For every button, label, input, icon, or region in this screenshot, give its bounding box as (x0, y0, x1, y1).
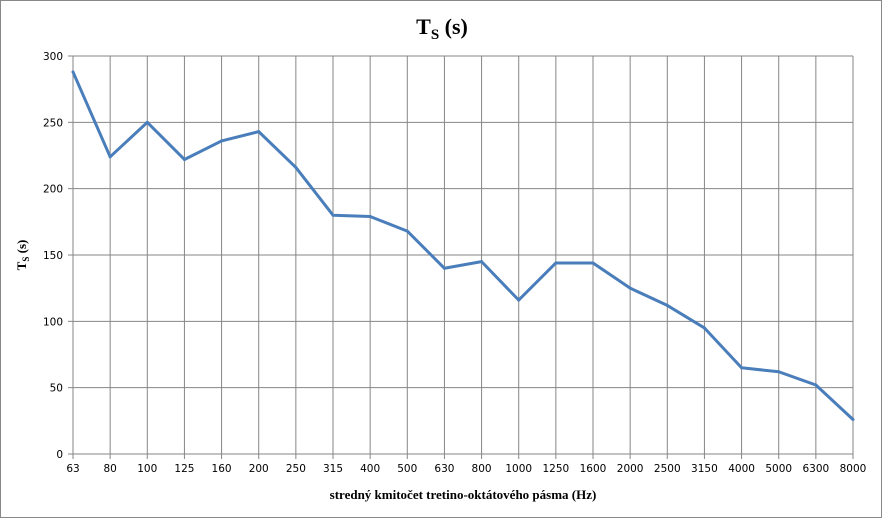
data-point (665, 303, 669, 307)
data-point (480, 260, 484, 264)
y-tick-label: 100 (43, 316, 63, 328)
x-tick-label: 80 (103, 463, 116, 475)
x-tick-label: 63 (66, 463, 79, 475)
data-point (591, 261, 595, 265)
x-tick-label: 100 (137, 463, 157, 475)
data-point (331, 213, 335, 217)
data-point (702, 326, 706, 330)
x-tick-label: 8000 (840, 463, 867, 475)
y-tick-label: 0 (56, 449, 63, 461)
x-tick-label: 250 (286, 463, 306, 475)
x-tick-label: 800 (472, 463, 492, 475)
series-line (71, 71, 855, 421)
data-point (71, 70, 75, 74)
x-tick-label: 160 (212, 463, 232, 475)
x-tick-label: 5000 (765, 463, 792, 475)
data-point (294, 165, 298, 169)
x-axis-label: stredný kmitočet tretino-oktátového pásm… (330, 487, 597, 502)
x-tick-label: 400 (360, 463, 380, 475)
data-point (108, 155, 112, 159)
data-point (257, 130, 261, 134)
x-tick-label: 1000 (505, 463, 532, 475)
x-tick-label: 3150 (691, 463, 718, 475)
data-point (814, 383, 818, 387)
x-tick-label: 1600 (580, 463, 607, 475)
x-tick-label: 125 (174, 463, 194, 475)
data-point (182, 157, 186, 161)
data-point (145, 120, 149, 124)
data-point (740, 366, 744, 370)
y-tick-label: 150 (43, 250, 63, 262)
data-point (368, 215, 372, 219)
data-point (628, 286, 632, 290)
x-tick-label: 6300 (802, 463, 829, 475)
x-tick-label: 630 (434, 463, 454, 475)
y-tick-label: 200 (43, 184, 63, 196)
x-tick-label: 2000 (617, 463, 644, 475)
x-tick-label: 2500 (654, 463, 681, 475)
x-tick-label: 315 (323, 463, 343, 475)
y-tick-label: 300 (43, 51, 63, 63)
data-point (554, 261, 558, 265)
data-point (220, 139, 224, 143)
x-tick-label: 500 (397, 463, 417, 475)
chart-title: TS (s) (416, 14, 468, 43)
x-tick-label: 1250 (542, 463, 569, 475)
data-point (851, 418, 855, 422)
y-tick-label: 250 (43, 117, 63, 129)
data-point (777, 370, 781, 374)
data-point (517, 298, 521, 302)
x-tick-label: 200 (249, 463, 269, 475)
y-tick-label: 50 (50, 383, 63, 395)
x-tick-label: 4000 (728, 463, 755, 475)
y-axis-label: TS (s) (14, 240, 31, 271)
data-point (442, 266, 446, 270)
data-point (405, 229, 409, 233)
